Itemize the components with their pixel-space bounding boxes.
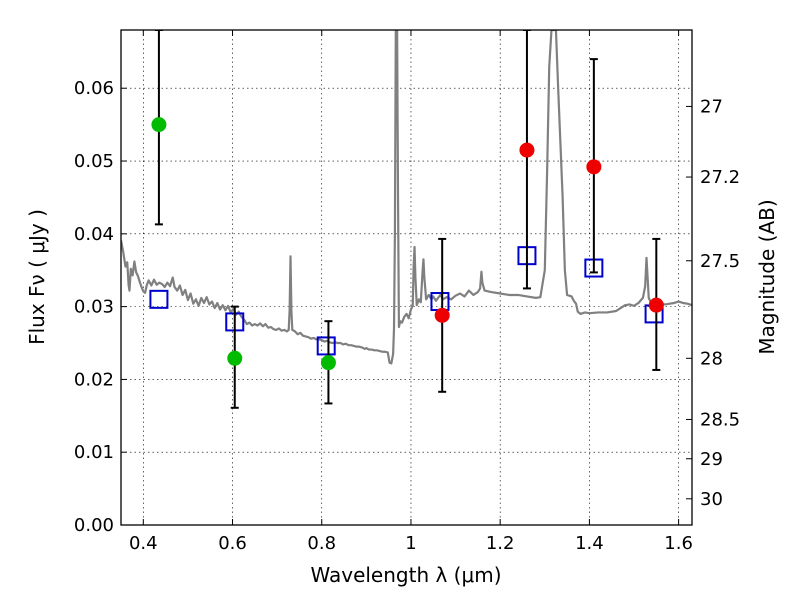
- axis-ticks: 0.4 0.6 0.8 1 1.2 1.4 1.6 0.00 0.01 0.02 0.03 0.04 0…: [74, 30, 740, 554]
- x-tick-label: 0.6: [218, 533, 247, 554]
- plot-area: [121, 30, 692, 409]
- x-tick-label: 1.2: [486, 533, 515, 554]
- right-tick-label: 28: [700, 348, 723, 369]
- model-photometry-square: [316, 336, 336, 356]
- right-tick-label: 30: [700, 489, 723, 510]
- y-tick-label: 0.01: [74, 442, 114, 463]
- right-tick-label: 27.5: [700, 251, 740, 272]
- x-axis-label: Wavelength λ (μm): [310, 563, 501, 587]
- detection-point: [320, 355, 336, 371]
- x-tick-label: 1.4: [575, 533, 604, 554]
- y-tick-label: 0.05: [74, 151, 114, 172]
- x-tick-label: 1.6: [664, 533, 693, 554]
- plot-frame: [120, 29, 693, 526]
- y-tick-label: 0.06: [74, 78, 114, 99]
- y-axis-label: Flux Fν ( μJy ): [25, 209, 49, 345]
- right-tick-label: 29: [700, 449, 723, 470]
- y-tick-label: 0.00: [74, 515, 114, 536]
- detection-point: [586, 159, 602, 175]
- y-axis-right-label: Magnitude (AB): [755, 199, 779, 354]
- y-tick-label: 0.02: [74, 369, 114, 390]
- model-sed-line: [121, 30, 692, 365]
- x-tick-label: 0.4: [129, 533, 158, 554]
- right-tick-label: 27: [700, 96, 723, 117]
- y-tick-label: 0.04: [74, 224, 114, 245]
- right-tick-label: 28.5: [700, 409, 740, 430]
- detection-point: [151, 117, 167, 133]
- x-tick-label: 1: [405, 533, 416, 554]
- right-tick-label: 27.2: [700, 167, 740, 188]
- detection-point: [648, 297, 664, 313]
- detection-point: [434, 307, 450, 323]
- detection-point: [227, 350, 243, 366]
- detection-point: [519, 142, 535, 158]
- model-photometry-square: [149, 289, 169, 309]
- x-tick-label: 0.8: [307, 533, 336, 554]
- y-tick-label: 0.03: [74, 297, 114, 318]
